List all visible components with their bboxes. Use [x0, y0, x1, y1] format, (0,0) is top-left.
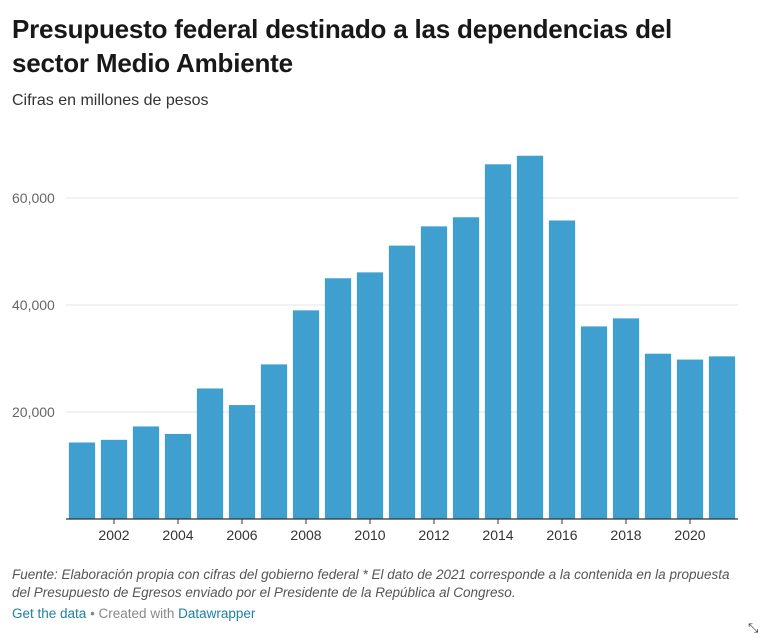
bar-2005 [196, 388, 224, 519]
expand-icon[interactable]: ⤡ [748, 620, 759, 635]
get-data-link[interactable]: Get the data [12, 606, 87, 621]
x-tick-label: 2014 [482, 527, 513, 543]
source-notes: Fuente: Elaboración propia con cifras de… [12, 567, 730, 600]
y-tick-label: 40,000 [12, 297, 55, 313]
bar-2007 [260, 364, 288, 519]
y-tick-label: 20,000 [12, 404, 55, 420]
bar-2009 [324, 278, 352, 519]
y-tick-label: 60,000 [12, 190, 55, 206]
x-tick-label: 2018 [610, 527, 641, 543]
bar-2003 [132, 426, 160, 519]
bar-2004 [164, 433, 192, 519]
x-tick-label: 2020 [674, 527, 705, 543]
bar-2010 [356, 272, 384, 519]
bar-2014 [484, 164, 512, 520]
x-tick-label: 2008 [290, 527, 321, 543]
bar-2008 [292, 310, 320, 519]
bar-2013 [452, 217, 480, 519]
chart-subtitle: Cifras en millones de pesos [12, 92, 209, 109]
bar-2001 [68, 442, 96, 519]
x-tick-label: 2006 [226, 527, 257, 543]
bar-2006 [228, 405, 256, 519]
bar-2019 [644, 353, 672, 519]
x-tick-label: 2002 [98, 527, 129, 543]
bar-2011 [388, 245, 416, 519]
x-tick-label: 2010 [354, 527, 385, 543]
byline-separator: • Created with [86, 606, 179, 621]
chart-title: Presupuesto federal destinado a las depe… [12, 14, 673, 78]
x-tick-label: 2004 [162, 527, 193, 543]
bar-2018 [612, 318, 640, 520]
x-tick-label: 2012 [418, 527, 449, 543]
bar-2012 [420, 226, 448, 520]
datawrapper-link[interactable]: Datawrapper [178, 606, 256, 621]
x-tick-label: 2016 [546, 527, 577, 543]
bar-2017 [580, 326, 608, 519]
bar-2021 [708, 356, 736, 519]
bar-2015 [516, 155, 544, 520]
bar-2016 [548, 220, 576, 519]
bar-chart: 20,000 40,000 60,000 2002 2004 2006 2008 2010 20… [12, 155, 738, 543]
bar-2020 [676, 359, 704, 519]
bar-2002 [100, 439, 128, 519]
byline: Get the data • Created with Datawrapper [12, 606, 255, 621]
